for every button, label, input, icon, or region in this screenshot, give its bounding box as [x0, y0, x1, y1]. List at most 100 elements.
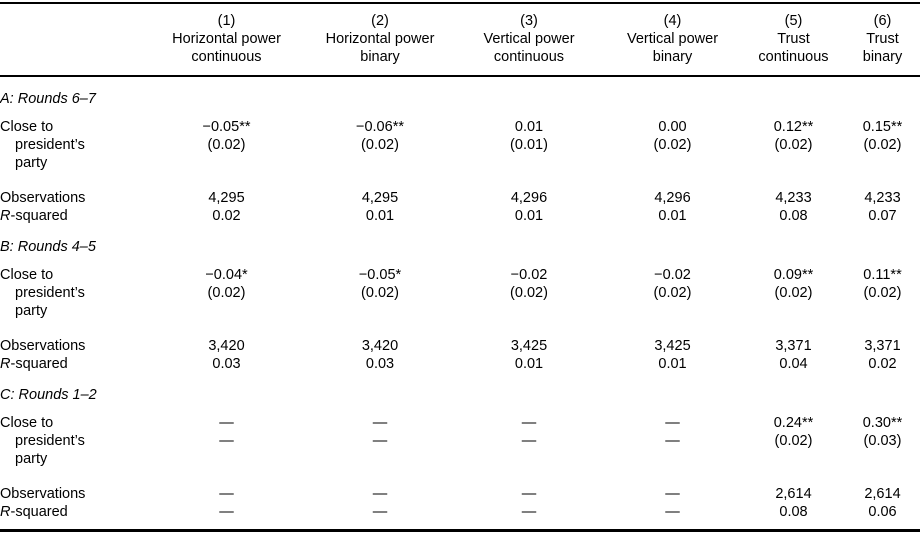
r-squared-suffix: -squared: [10, 356, 68, 372]
row-label-r-squared: R-squared: [0, 355, 148, 373]
r-squared-cell: 0.06: [868, 504, 897, 520]
column-label-line: continuous: [493, 49, 565, 65]
coefficient-cell: 0.12** (0.02): [742, 118, 845, 172]
coefficient-value: −0.06**: [356, 119, 404, 135]
standard-error-value: (0.03): [863, 433, 902, 449]
r-squared-cell: 0.01: [658, 208, 687, 224]
r-squared-cell: 0.07: [868, 208, 897, 224]
column-number: (5): [784, 13, 803, 29]
column-label-line: Horizontal power: [172, 31, 281, 47]
coefficient-cell: — —: [603, 414, 742, 468]
standard-error-value: (0.02): [774, 433, 813, 449]
panel-title-row: A: Rounds 6–7: [0, 76, 920, 118]
coefficient-value: 0.00: [658, 119, 687, 135]
coefficient-value: —: [665, 415, 680, 431]
observations-row: Observations 3,420 3,420 3,425 3,425 3,371 3,3…: [0, 320, 920, 355]
coefficient-cell: 0.00 (0.02): [603, 118, 742, 172]
r-squared-cell: —: [665, 504, 680, 520]
row-label-close-to-presidents-party: Close to president’s party: [0, 118, 148, 172]
column-number: (4): [663, 13, 682, 29]
coefficient-cell: 0.11** (0.02): [845, 266, 920, 320]
r-squared-suffix: -squared: [10, 504, 68, 520]
coefficient-value: 0.09**: [773, 267, 814, 283]
row-label-observations: Observations: [0, 190, 86, 206]
row-label-close-to-presidents-party: Close to president’s party: [0, 266, 148, 320]
standard-error-value: (0.02): [653, 137, 692, 153]
row-label-observations: Observations: [0, 486, 86, 502]
r-squared-cell: 0.01: [365, 208, 395, 224]
coefficient-cell: 0.09** (0.02): [742, 266, 845, 320]
row-label-line: party: [15, 155, 48, 171]
r-squared-italic-r: R: [0, 356, 11, 372]
column-number: (2): [371, 13, 389, 29]
observations-cell: —: [665, 486, 680, 502]
coefficient-row: Close to president’s party −0.05** (0.02) −0.…: [0, 118, 920, 172]
panel-b: B: Rounds 4–5 Close to president’s party −0.…: [0, 225, 920, 373]
column-label-line: Vertical power: [626, 31, 719, 47]
column-label-line: binary: [360, 49, 400, 65]
row-label-r-squared: R-squared: [0, 207, 148, 225]
coefficient-cell: 0.15** (0.02): [845, 118, 920, 172]
column-number: (1): [217, 13, 236, 29]
column-label-line: continuous: [191, 49, 262, 65]
coefficient-cell: 0.24** (0.02): [742, 414, 845, 468]
observations-cell: 4,233: [864, 190, 901, 206]
standard-error-value: (0.02): [361, 285, 399, 301]
row-label-r-squared: R-squared: [0, 503, 148, 531]
coefficient-cell: — —: [305, 414, 455, 468]
column-label-line: Trust: [866, 31, 899, 47]
coefficient-value: 0.24**: [773, 415, 814, 431]
standard-error-value: (0.02): [653, 285, 692, 301]
column-header: (6) Trust binary: [845, 3, 920, 77]
observations-cell: —: [219, 486, 234, 502]
r-squared-cell: —: [372, 504, 388, 520]
standard-error-value: (0.02): [207, 285, 246, 301]
coefficient-cell: −0.02 (0.02): [603, 266, 742, 320]
coefficient-value: 0.15**: [862, 119, 903, 135]
observations-cell: 2,614: [864, 486, 901, 502]
coefficient-cell: −0.05* (0.02): [305, 266, 455, 320]
r-squared-row: R-squared 0.02 0.01 0.01 0.01 0.08 0.07: [0, 207, 920, 225]
observations-cell: 4,233: [775, 190, 812, 206]
column-label-line: binary: [652, 49, 693, 65]
r-squared-row: R-squared 0.03 0.03 0.01 0.01 0.04 0.02: [0, 355, 920, 373]
observations-cell: 4,296: [510, 190, 548, 206]
standard-error-value: —: [219, 433, 234, 449]
row-label-close-to-presidents-party: Close to president’s party: [0, 414, 148, 468]
panel-title-row: B: Rounds 4–5: [0, 225, 920, 266]
row-label-line: Close to: [0, 415, 54, 431]
coefficient-row: Close to president’s party — — — — — — — —0.24** (0…: [0, 414, 920, 468]
r-squared-cell: 0.01: [514, 208, 544, 224]
r-squared-cell: 0.08: [779, 504, 808, 520]
observations-cell: 4,295: [208, 190, 245, 206]
observations-cell: 4,295: [361, 190, 399, 206]
column-label-line: binary: [862, 49, 903, 65]
r-squared-cell: 0.02: [212, 208, 241, 224]
observations-cell: —: [372, 486, 388, 502]
observations-cell: 3,425: [654, 338, 691, 354]
panel-a: A: Rounds 6–7 Close to president’s party −0.…: [0, 76, 920, 225]
row-label-line: Close to: [0, 119, 54, 135]
column-label-line: Horizontal power: [325, 31, 435, 47]
coefficient-value: —: [521, 415, 537, 431]
table-header: (1) Horizontal power continuous (2) Horizont…: [0, 3, 920, 77]
row-label-observations: Observations: [0, 338, 86, 354]
observations-cell: 3,371: [775, 338, 812, 354]
r-squared-cell: 0.01: [658, 356, 687, 372]
r-squared-row: R-squared — — — — 0.08 0.06: [0, 503, 920, 531]
coefficient-value: 0.12**: [773, 119, 814, 135]
coefficient-cell: −0.05** (0.02): [148, 118, 305, 172]
panel-title: B: Rounds 4–5: [0, 239, 96, 255]
row-label-line: Close to: [0, 267, 54, 283]
column-header: (3) Vertical power continuous: [455, 3, 603, 77]
coefficient-value: 0.11**: [863, 267, 902, 283]
standard-error-value: —: [372, 433, 388, 449]
standard-error-value: (0.02): [774, 285, 813, 301]
header-row: (1) Horizontal power continuous (2) Horizont…: [0, 3, 920, 77]
coefficient-value: −0.05**: [202, 119, 251, 135]
column-header: (4) Vertical power binary: [603, 3, 742, 77]
r-squared-cell: —: [219, 504, 234, 520]
panel-title-row: C: Rounds 1–2: [0, 373, 920, 414]
